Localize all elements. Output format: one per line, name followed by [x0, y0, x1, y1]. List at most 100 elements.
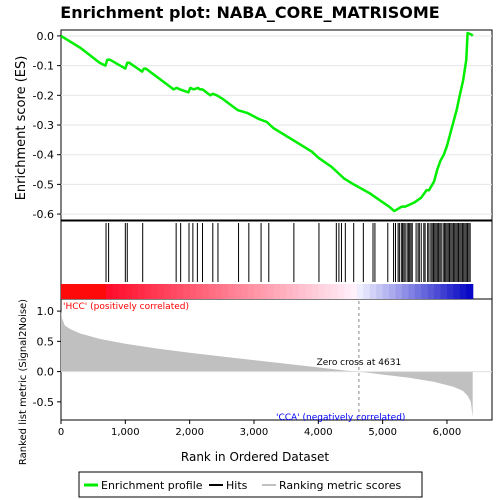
- heatmap-segment: [112, 284, 120, 299]
- heatmap-segment: [131, 284, 139, 299]
- heatmap-segment: [350, 284, 358, 299]
- heatmap-segment: [176, 284, 184, 299]
- heatmap-segment: [99, 284, 107, 299]
- legend-enrichment-label: Enrichment profile: [101, 479, 203, 492]
- x-tick-label: 3,000: [240, 427, 269, 438]
- heatmap-segment: [356, 284, 364, 299]
- heatmap-segment: [228, 284, 236, 299]
- legend-hits-label: Hits: [226, 479, 248, 492]
- hit-marks: [105, 223, 471, 282]
- es-y-tick-label: -0.3: [33, 119, 54, 132]
- heatmap-segment: [157, 284, 165, 299]
- heatmap-segment: [61, 284, 69, 299]
- heatmap-segment: [247, 284, 255, 299]
- heatmap-segment: [286, 284, 294, 299]
- heatmap-segment: [170, 284, 178, 299]
- heatmap-segment: [318, 284, 326, 299]
- positive-correlation-label: 'HCC' (positively correlated): [63, 302, 189, 312]
- chart-title: Enrichment plot: NABA_CORE_MATRISOME: [60, 3, 439, 22]
- heatmap-segment: [344, 284, 352, 299]
- heatmap-segment: [376, 284, 384, 299]
- es-y-tick-label: 0.0: [37, 30, 55, 43]
- heatmap-segment: [363, 284, 371, 299]
- metric-y-tick-label: -0.5: [33, 396, 54, 409]
- heatmap-segment: [67, 284, 75, 299]
- heatmap-segment: [144, 284, 152, 299]
- heatmap-segment: [434, 284, 442, 299]
- heatmap-segment: [466, 284, 474, 299]
- heatmap-segment: [80, 284, 88, 299]
- heatmap-segment: [440, 284, 448, 299]
- heatmap-segment: [215, 284, 223, 299]
- heatmap-segment: [395, 284, 403, 299]
- metric-area-group: [61, 311, 473, 417]
- heatmap-segment: [279, 284, 287, 299]
- metric-y-axis-label: Ranked list metric (Signal2Noise): [18, 299, 29, 465]
- x-tick-label: 0: [58, 427, 64, 438]
- x-tick-label: 1,000: [111, 427, 140, 438]
- heatmap-segment: [382, 284, 390, 299]
- heatmap-segment: [138, 284, 146, 299]
- heatmap-segment: [125, 284, 133, 299]
- es-y-tick-label: -0.6: [33, 208, 54, 221]
- heatmap-segment: [408, 284, 416, 299]
- heatmap-segment: [241, 284, 249, 299]
- heatmap-segment: [421, 284, 429, 299]
- heatmap-segment: [331, 284, 339, 299]
- metric-y-tick-label: 0.0: [37, 366, 55, 379]
- heatmap-segment: [311, 284, 319, 299]
- heatmap-segment: [369, 284, 377, 299]
- es-y-tick-label: -0.1: [33, 60, 54, 73]
- heatmap-segment: [305, 284, 313, 299]
- es-y-ticks: 0.0 -0.1 -0.2 -0.3 -0.4 -0.5 -0.6: [33, 30, 61, 221]
- legend-metric-label: Ranking metric scores: [279, 479, 401, 492]
- heatmap-segment: [292, 284, 300, 299]
- heatmap-segment: [163, 284, 171, 299]
- heatmap-segment: [253, 284, 262, 299]
- heatmap-segment: [234, 284, 242, 299]
- es-y-tick-label: -0.2: [33, 89, 54, 102]
- heatmap-segment: [427, 284, 435, 299]
- heatmap-segment: [401, 284, 409, 299]
- x-axis-label: Rank in Ordered Dataset: [181, 450, 329, 464]
- legend-box: [78, 471, 423, 498]
- es-y-tick-label: -0.4: [33, 149, 54, 162]
- es-y-axis-label: Enrichment score (ES): [14, 56, 29, 201]
- ranking-metric-area: [61, 311, 473, 417]
- heatmap-segment: [189, 284, 197, 299]
- x-tick-label: 4,000: [304, 427, 333, 438]
- heatmap-segment: [86, 284, 94, 299]
- enrichment-profile-line: [60, 31, 474, 213]
- metric-y-tick-label: 0.5: [37, 335, 55, 348]
- metric-y-ticks: 1.0 0.5 0.0 -0.5: [33, 305, 492, 409]
- es-line-group: [60, 31, 474, 213]
- heatmap-segment: [202, 284, 210, 299]
- es-y-tick-label: -0.5: [33, 178, 54, 191]
- metric-y-tick-label: 1.0: [37, 305, 55, 318]
- zero-cross-label: Zero cross at 4631: [317, 358, 402, 368]
- ranking-heatmap-bar: [61, 284, 474, 299]
- heatmap-segment: [196, 284, 204, 299]
- heatmap-segment: [221, 284, 229, 299]
- heatmap-segment: [453, 284, 461, 299]
- heatmap-segment: [299, 284, 307, 299]
- heatmap-segment: [260, 284, 268, 299]
- heatmap-segment: [337, 284, 345, 299]
- heatmap-segment: [106, 284, 114, 299]
- x-tick-label: 5,000: [368, 427, 397, 438]
- heatmap-segment: [73, 284, 81, 299]
- x-tick-label: 2,000: [175, 427, 204, 438]
- heatmap-segment: [266, 284, 274, 299]
- heatmap-segment: [414, 284, 422, 299]
- heatmap-segment: [93, 284, 101, 299]
- heatmap-segment: [324, 284, 332, 299]
- heatmap-segment: [446, 284, 455, 299]
- heatmap-segment: [208, 284, 216, 299]
- es-gridlines: [61, 35, 492, 215]
- heatmap-segment: [389, 284, 397, 299]
- heatmap-segment: [273, 284, 281, 299]
- heatmap-segment: [183, 284, 191, 299]
- heatmap-segment: [459, 284, 467, 299]
- x-tick-label: 6,000: [433, 427, 462, 438]
- heatmap-segment: [151, 284, 159, 299]
